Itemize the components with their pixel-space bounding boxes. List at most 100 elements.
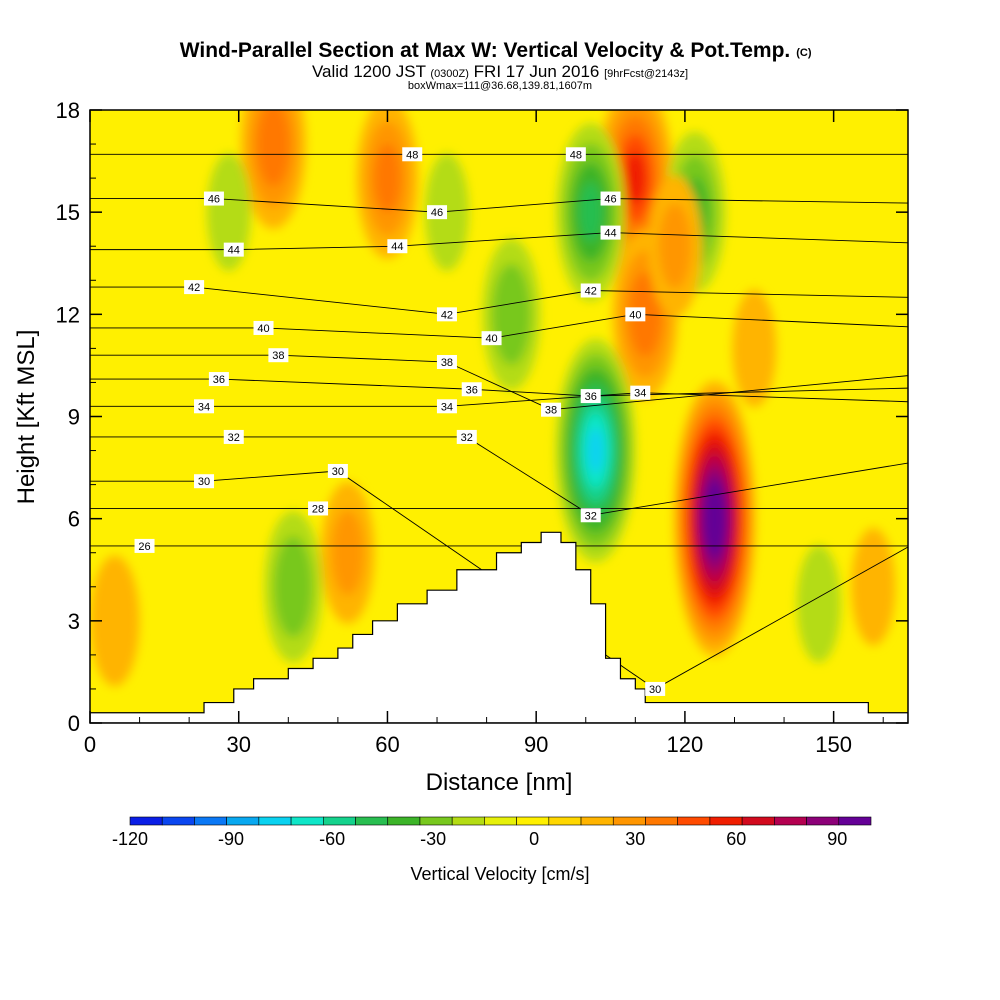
theta-label-text: 32: [228, 432, 240, 444]
updraft-contour: [374, 143, 401, 213]
theta-label-bg: [223, 242, 244, 257]
colorbar-swatch: [355, 816, 389, 826]
colorbar-swatch: [774, 816, 807, 826]
theta-label-text: 30: [332, 466, 344, 478]
theta-label-text: 28: [312, 503, 324, 515]
theta-label: 46: [203, 191, 224, 206]
theta-label-text: 42: [441, 309, 453, 321]
theta-label-bg: [387, 239, 408, 254]
colorbar: [129, 816, 872, 826]
y-tick-label: 6: [68, 507, 80, 532]
theta-label: 40: [253, 320, 274, 335]
subtitle-date: FRI 17 Jun 2016: [474, 62, 600, 81]
colorbar-tick-label: -90: [218, 829, 244, 849]
theta-label-bg: [481, 331, 502, 346]
theta-label-text: 34: [441, 401, 453, 413]
colorbar-swatch: [129, 816, 163, 826]
theta-label: 38: [436, 355, 457, 370]
theta-label-bg: [308, 501, 329, 516]
theta-label-text: 30: [198, 476, 210, 488]
colorbar-swatch: [645, 816, 678, 826]
chart-title-mark: (C): [796, 47, 812, 59]
theta-label-bg: [134, 538, 155, 553]
downdraft-contour: [579, 182, 603, 242]
theta-label-text: 44: [604, 228, 616, 240]
colorbar-swatch: [484, 816, 517, 826]
subtitle-utc: (0300Z): [430, 68, 469, 80]
x-tick-label: 0: [84, 732, 96, 757]
theta-label: 44: [387, 239, 408, 254]
theta-label: 30: [645, 681, 666, 696]
updraft-contour: [851, 528, 896, 646]
potential-temperature-labels: 48 48 46 46 46 44 44 44 42 42 42 40 40 40 38 38 38 36 36 36…: [134, 147, 666, 696]
x-axis-title: Distance [nm]: [426, 769, 573, 796]
theta-label-text: 44: [228, 245, 240, 257]
theta-label: 32: [580, 508, 601, 523]
theta-label-text: 42: [585, 285, 597, 297]
theta-label: 38: [268, 348, 289, 363]
colorbar-tick-label: -120: [112, 829, 148, 849]
theta-label: 46: [600, 191, 621, 206]
downdraft-contour: [206, 153, 251, 271]
theta-label: 42: [436, 307, 457, 322]
theta-label-text: 34: [198, 401, 210, 413]
updraft-contour: [625, 151, 646, 205]
colorbar-tick-label: 60: [726, 829, 746, 849]
colorbar-tick-label: 90: [827, 829, 847, 849]
colorbar-swatch: [323, 816, 356, 826]
theta-label-bg: [427, 205, 448, 220]
theta-label-bg: [600, 225, 621, 240]
colorbar-title: Vertical Velocity [cm/s]: [410, 864, 589, 884]
x-tick-label: 120: [667, 732, 704, 757]
theta-label-bg: [630, 385, 651, 400]
subtitle-valid: Valid 1200 JST: [312, 62, 426, 81]
theta-label-text: 32: [585, 510, 597, 522]
theta-label: 46: [427, 205, 448, 220]
colorbar-swatch: [838, 816, 872, 826]
updraft-contour: [658, 203, 692, 289]
x-tick-label: 60: [375, 732, 399, 757]
plot-area: 48 48 46 46 46 44 44 44 42 42 42 40 40 40 38 38 38 36 36 36…: [90, 110, 908, 723]
theta-label-bg: [541, 402, 562, 417]
colorbar-swatch: [419, 816, 453, 826]
theta-label: 32: [456, 429, 477, 444]
downdraft-contour: [587, 428, 604, 473]
theta-label: 42: [580, 283, 601, 298]
colorbar-swatch: [258, 816, 292, 826]
theta-label-bg: [327, 463, 348, 478]
theta-label-bg: [580, 283, 601, 298]
theta-label-bg: [194, 474, 215, 489]
colorbar-swatch: [516, 816, 550, 826]
updraft-contour: [706, 492, 723, 545]
theta-label-text: 36: [466, 384, 478, 396]
downdraft-contour: [492, 263, 531, 365]
theta-label-bg: [580, 508, 601, 523]
y-tick-label: 12: [56, 302, 80, 327]
theta-label-text: 32: [461, 432, 473, 444]
x-axis: 0 30 60 90 120 150: [84, 110, 884, 757]
colorbar-tick-label: 30: [625, 829, 645, 849]
theta-label-bg: [203, 191, 224, 206]
theta-label-bg: [625, 307, 646, 322]
theta-label: 30: [194, 474, 215, 489]
theta-label: 40: [481, 331, 502, 346]
y-tick-label: 0: [68, 711, 80, 736]
y-axis-title: Height [Kft MSL]: [13, 330, 40, 505]
theta-label: 36: [580, 389, 601, 404]
colorbar-tick-label: -30: [420, 829, 446, 849]
colorbar-ticks: -120 -90 -60 -30 0 30 60 90: [112, 829, 847, 849]
colorbar-swatch: [806, 816, 840, 826]
theta-label: 34: [436, 399, 457, 414]
theta-label-text: 38: [441, 357, 453, 369]
theta-label-text: 40: [629, 309, 641, 321]
y-tick-label: 9: [68, 405, 80, 430]
theta-label: 48: [402, 147, 423, 162]
theta-label: 32: [223, 429, 244, 444]
theta-label-bg: [208, 372, 229, 387]
theta-label-text: 48: [406, 149, 418, 161]
chart-subtitle: Valid 1200 JST (0300Z) FRI 17 Jun 2016 […: [312, 62, 688, 81]
colorbar-swatch: [741, 816, 775, 826]
theta-label: 26: [134, 538, 155, 553]
theta-label-text: 40: [485, 333, 497, 345]
